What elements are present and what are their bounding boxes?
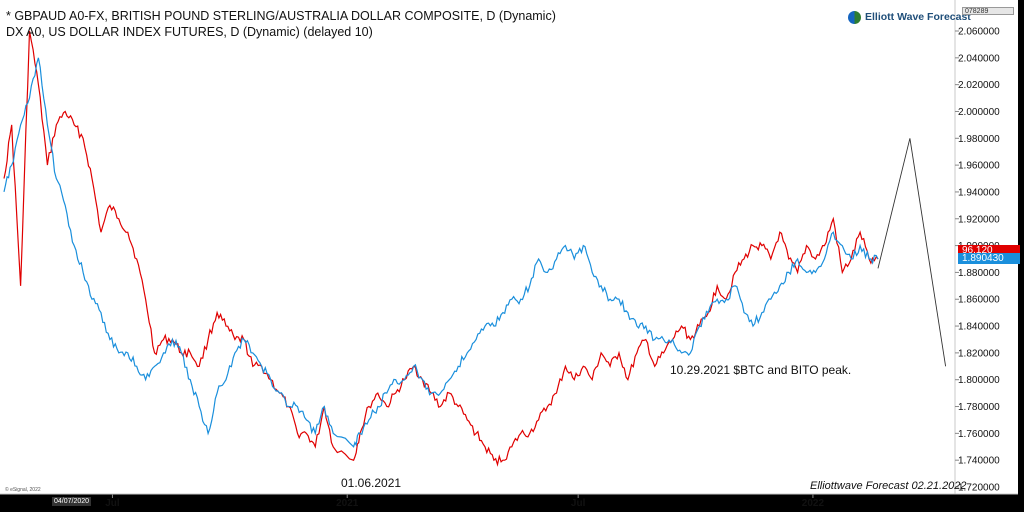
footer-credit: Elliottwave Forecast 02.21.2022: [810, 480, 967, 492]
y-tick-label: 1.740000: [958, 456, 1000, 467]
y-tick-label: 2.040000: [958, 53, 1000, 64]
y-tick-label: 1.960000: [958, 161, 1000, 172]
x-tick-label: 2022: [802, 498, 825, 509]
y-tick-label: 1.820000: [958, 348, 1000, 359]
elliott-wave-logo: Elliott Wave Forecast: [848, 9, 971, 25]
y-tick-label: 2.020000: [958, 80, 1000, 91]
y-tick-label: 1.720000: [958, 483, 1000, 494]
x-tick-label: Jul: [571, 498, 586, 509]
projection-line: [877, 138, 947, 367]
y-tick-label: 1.800000: [958, 375, 1000, 386]
y-tick-label: 2.060000: [958, 27, 1000, 38]
y-axis: 2.060000 2.040000 2.020000 2.000000 1.980000…: [955, 27, 1000, 494]
y-tick-label: 1.760000: [958, 429, 1000, 440]
x-start-date: 04/07/2020: [52, 497, 92, 506]
gbpaud-price-tag: 96.120: [958, 245, 1020, 256]
chart-title-gbpaud: * GBPAUD A0-FX, BRITISH POUND STERLING/A…: [6, 9, 556, 23]
top-value-box: 078289: [962, 7, 1014, 15]
low-date-annotation: 01.06.2021: [341, 476, 402, 490]
y-tick-label: 1.840000: [958, 322, 1000, 333]
x-tick-label: 2021: [336, 498, 359, 509]
y-tick-label: 1.920000: [958, 214, 1000, 225]
btc-peak-annotation: 10.29.2021 $BTC and BITO peak.: [670, 363, 852, 377]
esignal-credit: © eSignal, 2022: [5, 487, 41, 493]
x-tick-label: Jul: [105, 498, 120, 509]
dx-line: [3, 57, 879, 448]
plot-background: [0, 0, 1018, 494]
y-tick-label: 1.860000: [958, 295, 1000, 306]
chart-title-dx: DX A0, US DOLLAR INDEX FUTURES, D (Dynam…: [6, 25, 373, 39]
logo-text: Elliott Wave Forecast: [865, 11, 971, 23]
y-tick-label: 1.940000: [958, 187, 1000, 198]
gbpaud-line: [3, 30, 879, 467]
x-axis: Jul 2021 Jul 2022: [105, 494, 824, 509]
y-tick-label: 1.880000: [958, 268, 1000, 279]
y-tick-label: 2.000000: [958, 107, 1000, 118]
y-tick-label: 1.780000: [958, 402, 1000, 413]
globe-icon: [848, 10, 861, 24]
y-tick-label: 1.980000: [958, 134, 1000, 145]
dx-price-tag: 1.890430: [958, 253, 1020, 264]
